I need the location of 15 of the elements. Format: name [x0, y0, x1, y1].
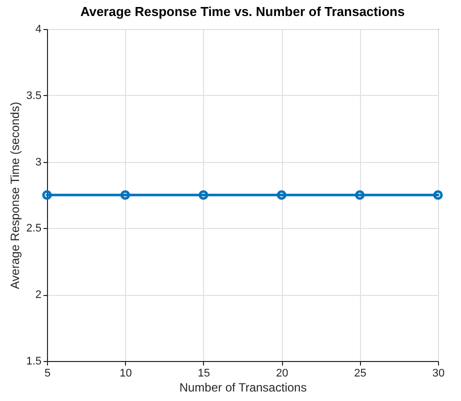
y-axis-title: Average Response Time (seconds) — [8, 102, 22, 290]
x-tick-label: 15 — [198, 368, 210, 380]
x-axis-title: Number of Transactions — [179, 380, 307, 394]
y-tick-label: 1.5 — [26, 356, 42, 368]
chart-title: Average Response Time vs. Number of Transactions — [80, 4, 405, 19]
y-tick-label: 3 — [35, 156, 42, 168]
x-tick-label: 20 — [276, 368, 288, 380]
x-tick-label: 5 — [44, 368, 51, 380]
y-tick-label: 2.5 — [26, 222, 42, 235]
y-tick-label: 3.5 — [26, 90, 42, 102]
x-tick-label: 25 — [354, 368, 366, 380]
x-tick-label: 10 — [120, 368, 132, 380]
y-tick-label: 2 — [35, 289, 42, 302]
y-tick-label: 4 — [35, 24, 42, 36]
x-tick-label: 30 — [432, 368, 445, 380]
